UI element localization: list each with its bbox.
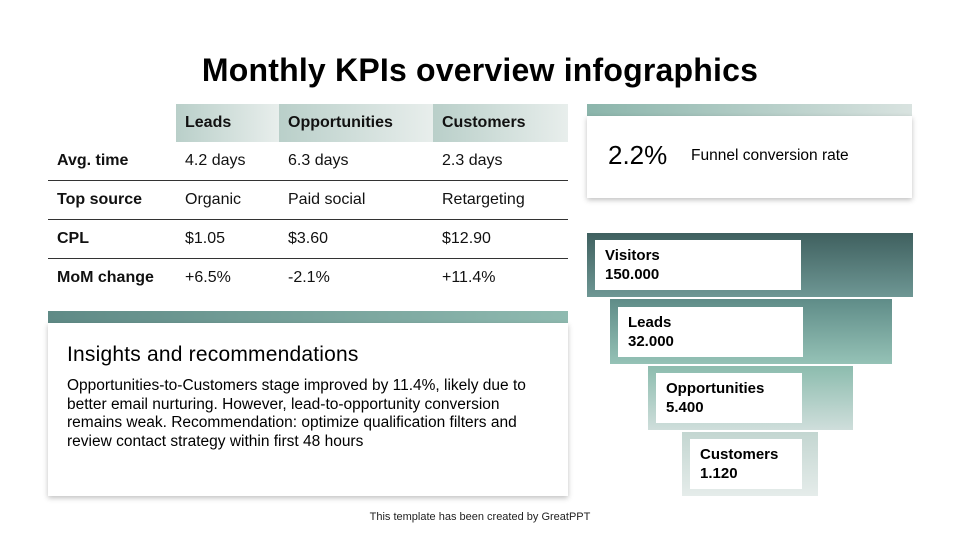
table-header-opportunities: Opportunities [279, 104, 433, 142]
insights-body: Opportunities-to-Customers stage improve… [67, 377, 526, 450]
insights-card: Insights and recommendations Opportuniti… [48, 323, 568, 496]
table-cell: -2.1% [288, 269, 330, 286]
funnel-step-visitors: Visitors 150.000 [587, 233, 913, 297]
row-label: CPL [57, 230, 89, 247]
conversion-accent-bar [587, 104, 912, 116]
table-row: CPL $1.05 $3.60 $12.90 [48, 220, 568, 259]
table-cell: 6.3 days [288, 152, 349, 169]
conversion-label: Funnel conversion rate [691, 147, 849, 164]
funnel-step-value: 5.400 [666, 399, 704, 416]
table-header-leads: Leads [176, 104, 279, 142]
funnel-step-value: 150.000 [605, 266, 660, 283]
table-cell: Retargeting [442, 191, 525, 208]
table-cell: $12.90 [442, 230, 491, 247]
table-cell: Paid social [288, 191, 366, 208]
page-title: Monthly KPIs overview infographics [201, 52, 759, 88]
row-label: Top source [57, 191, 143, 208]
table-header-row: Leads Opportunities Customers [48, 104, 568, 142]
funnel-step-name: Customers [700, 446, 779, 463]
table-cell: $3.60 [288, 230, 329, 247]
conversion-card: 2.2% Funnel conversion rate [587, 116, 912, 198]
row-label: Avg. time [57, 152, 129, 169]
funnel-step-customers: Customers 1.120 [682, 432, 818, 496]
footer-credit: This template has been created by GreatP… [369, 511, 591, 523]
row-label: MoM change [57, 269, 154, 286]
table-row: MoM change +6.5% -2.1% +11.4% [48, 259, 568, 297]
funnel-step-name: Visitors [605, 247, 660, 264]
table-cell: $1.05 [185, 230, 226, 247]
table-row: Avg. time 4.2 days 6.3 days 2.3 days [48, 142, 568, 181]
funnel-label: Visitors 150.000 [595, 240, 801, 290]
table-cell: 4.2 days [185, 152, 246, 169]
kpi-table: Leads Opportunities Customers Avg. time … [48, 104, 568, 297]
table-cell: +6.5% [185, 269, 231, 286]
funnel-step-name: Opportunities [666, 380, 765, 397]
table-header-empty [48, 104, 176, 142]
table-row: Top source Organic Paid social Retargeti… [48, 181, 568, 220]
funnel-step-value: 32.000 [628, 333, 674, 350]
funnel-step-name: Leads [628, 314, 672, 331]
insights-title: Insights and recommendations [67, 343, 359, 366]
insights-accent-bar [48, 311, 568, 323]
table-cell: 2.3 days [442, 152, 503, 169]
table-cell: Organic [185, 191, 242, 208]
funnel-label: Opportunities 5.400 [656, 373, 802, 423]
funnel-step-leads: Leads 32.000 [610, 299, 892, 364]
table-cell: +11.4% [442, 269, 496, 286]
table-header-customers: Customers [433, 104, 568, 142]
funnel-step-opportunities: Opportunities 5.400 [648, 366, 853, 430]
funnel-label: Leads 32.000 [618, 307, 803, 357]
funnel-step-value: 1.120 [700, 465, 738, 482]
conversion-value: 2.2% [608, 140, 668, 170]
funnel-label: Customers 1.120 [690, 439, 802, 489]
